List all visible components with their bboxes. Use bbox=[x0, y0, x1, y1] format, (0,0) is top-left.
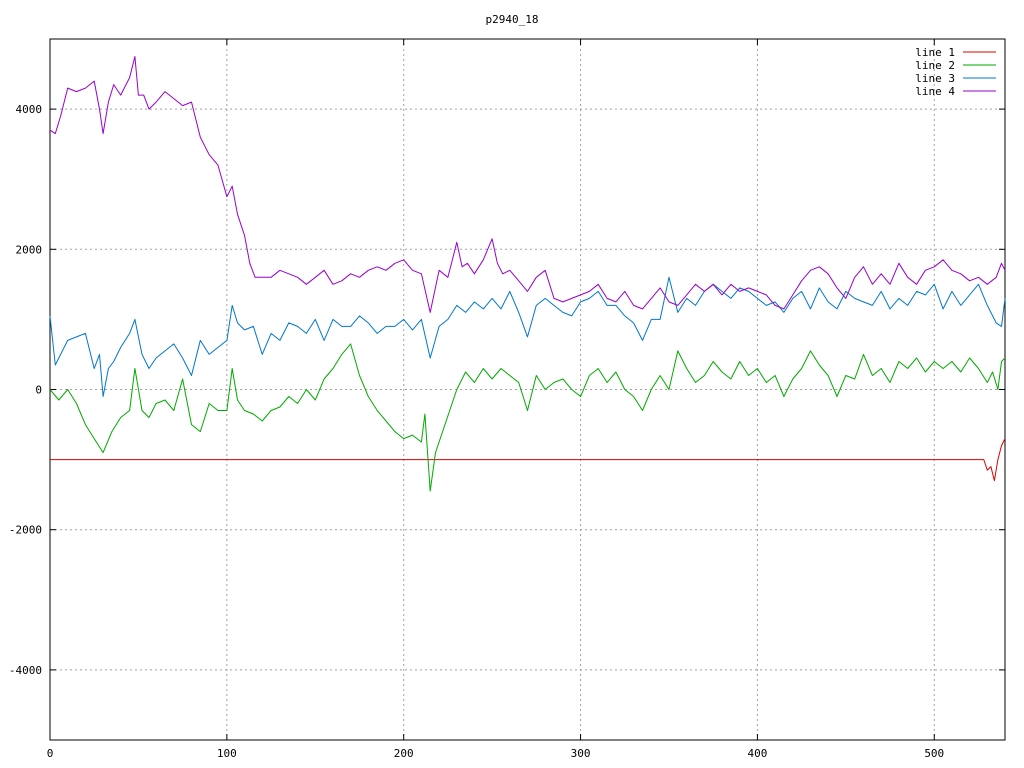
x-tick-label: 300 bbox=[571, 747, 591, 760]
chart-title: p2940_18 bbox=[486, 13, 539, 26]
x-tick-label: 500 bbox=[924, 747, 944, 760]
grid bbox=[50, 39, 1005, 740]
series-line-2 bbox=[49, 343, 1006, 492]
legend-label: line 1 bbox=[915, 46, 955, 59]
y-tick-label: -4000 bbox=[9, 664, 42, 677]
y-tick-label: -2000 bbox=[9, 524, 42, 537]
y-tick-label: 2000 bbox=[16, 243, 43, 256]
legend-label: line 3 bbox=[915, 72, 955, 85]
y-tick-label: 0 bbox=[35, 384, 42, 397]
x-tick-label: 400 bbox=[747, 747, 767, 760]
x-tick-label: 200 bbox=[394, 747, 414, 760]
x-tick-label: 100 bbox=[217, 747, 237, 760]
series-lines bbox=[49, 56, 1006, 492]
legend-label: line 2 bbox=[915, 59, 955, 72]
x-axis-tick-labels: 0 100 200 300 400 500 bbox=[47, 747, 945, 760]
y-tick-label: 4000 bbox=[16, 103, 43, 116]
x-tick-label: 0 bbox=[47, 747, 54, 760]
series-line-4 bbox=[49, 56, 1006, 313]
series-line-1 bbox=[50, 438, 1006, 482]
series-line-3 bbox=[49, 276, 1006, 397]
legend-label: line 4 bbox=[915, 85, 955, 98]
y-axis-tick-labels: -4000 -2000 0 2000 4000 bbox=[9, 103, 42, 677]
axis-ticks bbox=[49, 39, 1005, 740]
